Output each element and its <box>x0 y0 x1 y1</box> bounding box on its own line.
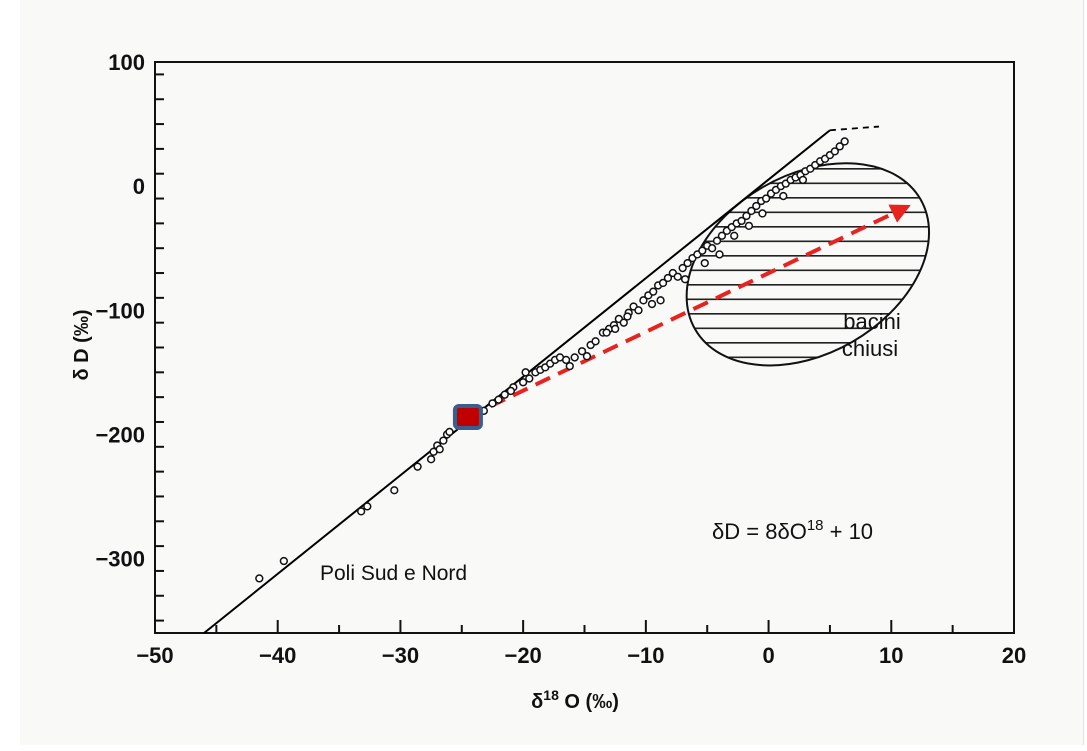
y-tick-label: −200 <box>95 422 145 447</box>
x-tick-labels: −50 −40 −30 −20 −10 0 10 20 <box>136 643 1026 668</box>
data-point <box>698 246 707 255</box>
equation-label: δD = 8δO18 + 10 <box>712 517 873 544</box>
data-point <box>439 436 448 445</box>
x-tick-label: −50 <box>136 643 173 668</box>
data-points <box>255 137 849 583</box>
region-label-line-2: chiusi <box>842 336 898 361</box>
data-point <box>591 337 600 346</box>
y-tick-label: −100 <box>95 298 145 323</box>
data-point <box>435 445 444 454</box>
data-point <box>680 275 690 284</box>
data-point <box>518 378 528 387</box>
data-point <box>445 427 454 437</box>
trend-lines <box>203 125 911 634</box>
data-point <box>494 395 503 404</box>
data-point <box>570 353 579 362</box>
data-point <box>577 347 587 356</box>
data-point <box>647 299 657 309</box>
x-tick-label: 20 <box>1002 643 1026 668</box>
data-point <box>830 147 839 156</box>
trend-line-0 <box>203 129 831 634</box>
data-point <box>623 312 632 321</box>
y-axis-title: δ D (‰) <box>71 309 93 380</box>
data-point <box>758 209 767 218</box>
data-point <box>717 231 727 240</box>
data-point <box>649 287 658 296</box>
data-point <box>413 462 422 471</box>
data-point <box>639 296 648 305</box>
data-point <box>279 556 289 566</box>
closed-basins-region <box>667 153 948 373</box>
data-point <box>506 386 516 396</box>
data-point <box>835 142 844 151</box>
y-tick-label: 100 <box>108 50 145 75</box>
x-axis-title: δ18 O (‰) <box>531 687 619 713</box>
y-tick-label: −300 <box>95 547 145 572</box>
annotation-poli: Poli Sud e Nord <box>320 562 467 585</box>
region-label-line-1: bacini <box>843 309 900 334</box>
data-point <box>663 273 673 283</box>
data-point <box>255 574 264 583</box>
x-tick-label: 10 <box>879 643 903 668</box>
x-tick-label: −10 <box>627 643 664 668</box>
region-hatching <box>667 153 948 373</box>
data-point <box>700 258 709 268</box>
data-point <box>678 263 687 273</box>
trend-line-2 <box>467 204 911 419</box>
data-point <box>656 296 665 305</box>
data-point <box>840 137 849 146</box>
y-tick-labels: −300 −200 −100 0 100 <box>95 50 145 572</box>
x-tick-label: −30 <box>382 643 419 668</box>
data-point <box>634 306 643 315</box>
data-point <box>752 201 761 211</box>
highlight-marker <box>452 404 483 431</box>
data-point <box>619 318 628 327</box>
data-point <box>521 368 530 377</box>
data-point <box>611 324 620 334</box>
region-outline <box>685 162 931 367</box>
trend-line-1 <box>829 125 880 132</box>
data-point <box>779 191 788 201</box>
data-point <box>715 250 724 259</box>
data-point <box>673 272 682 281</box>
x-tick-label: −40 <box>259 643 296 668</box>
data-point <box>761 194 771 203</box>
figure-background <box>20 0 1084 745</box>
data-point <box>363 502 372 511</box>
data-point <box>730 231 739 240</box>
x-tick-label: 0 <box>762 643 774 668</box>
data-point <box>747 206 756 216</box>
data-point <box>683 258 692 268</box>
data-point <box>357 507 366 516</box>
data-point <box>742 211 751 221</box>
data-point <box>798 175 808 185</box>
axis-ticks <box>154 73 1015 633</box>
data-point <box>488 399 497 408</box>
data-point <box>561 355 571 365</box>
y-tick-label: 0 <box>133 174 145 199</box>
data-point <box>390 486 399 495</box>
data-point <box>602 328 611 337</box>
data-point <box>525 374 534 383</box>
data-point <box>582 352 592 361</box>
data-point <box>565 361 574 371</box>
data-point <box>426 455 436 464</box>
data-point <box>658 278 668 288</box>
data-point <box>712 236 722 245</box>
data-point <box>744 221 754 231</box>
data-point <box>737 216 746 226</box>
x-tick-label: −20 <box>504 643 541 668</box>
data-point <box>500 390 509 399</box>
data-point <box>707 244 717 253</box>
